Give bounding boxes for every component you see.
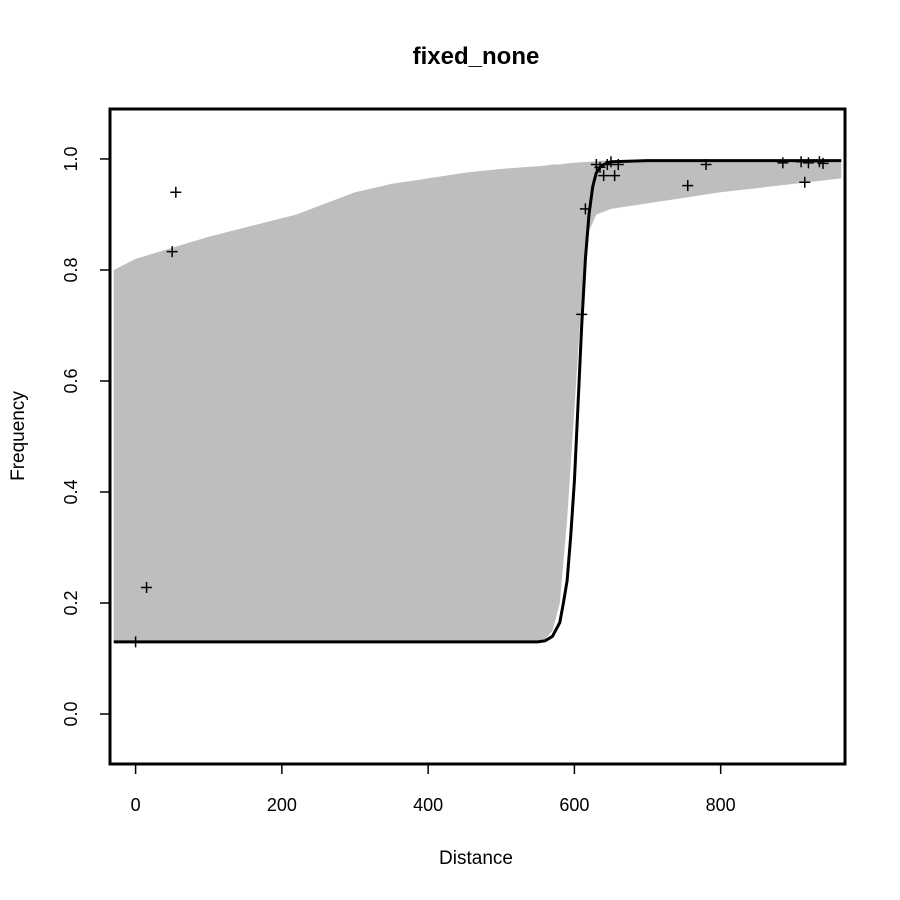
data-point bbox=[605, 156, 617, 168]
data-point bbox=[598, 170, 610, 182]
x-tick-label: 0 bbox=[131, 795, 141, 815]
data-point bbox=[166, 246, 178, 258]
data-point bbox=[700, 159, 712, 171]
y-tick-label: 0.2 bbox=[61, 591, 81, 616]
data-point bbox=[576, 308, 588, 320]
y-tick-label: 0.4 bbox=[61, 479, 81, 504]
data-point bbox=[682, 180, 694, 192]
data-point bbox=[170, 186, 182, 198]
data-point bbox=[141, 581, 153, 593]
y-axis-label: Frequency bbox=[8, 391, 29, 481]
y-tick-label: 0.0 bbox=[61, 702, 81, 727]
x-tick-label: 600 bbox=[559, 795, 589, 815]
data-point bbox=[612, 159, 624, 171]
y-tick-label: 1.0 bbox=[61, 146, 81, 171]
plot-area bbox=[113, 156, 842, 648]
confidence-band bbox=[113, 160, 842, 642]
data-point bbox=[777, 157, 789, 169]
data-point bbox=[579, 203, 591, 215]
data-point bbox=[817, 157, 829, 169]
y-axis: 0.0 0.2 0.4 0.6 0.8 1.0 bbox=[61, 146, 111, 727]
data-point bbox=[130, 636, 142, 648]
data-point bbox=[802, 157, 814, 169]
x-tick-label: 800 bbox=[706, 795, 736, 815]
y-tick-label: 0.8 bbox=[61, 257, 81, 282]
x-tick-label: 200 bbox=[267, 795, 297, 815]
x-tick-label: 400 bbox=[413, 795, 443, 815]
y-tick-label: 0.6 bbox=[61, 368, 81, 393]
data-point bbox=[799, 176, 811, 188]
x-axis: 0 200 400 600 800 bbox=[131, 763, 736, 815]
chart-title: fixed_none bbox=[413, 43, 540, 70]
data-point bbox=[594, 161, 606, 173]
x-axis-label: Distance bbox=[439, 848, 513, 869]
data-point bbox=[609, 170, 621, 182]
data-point bbox=[795, 156, 807, 168]
